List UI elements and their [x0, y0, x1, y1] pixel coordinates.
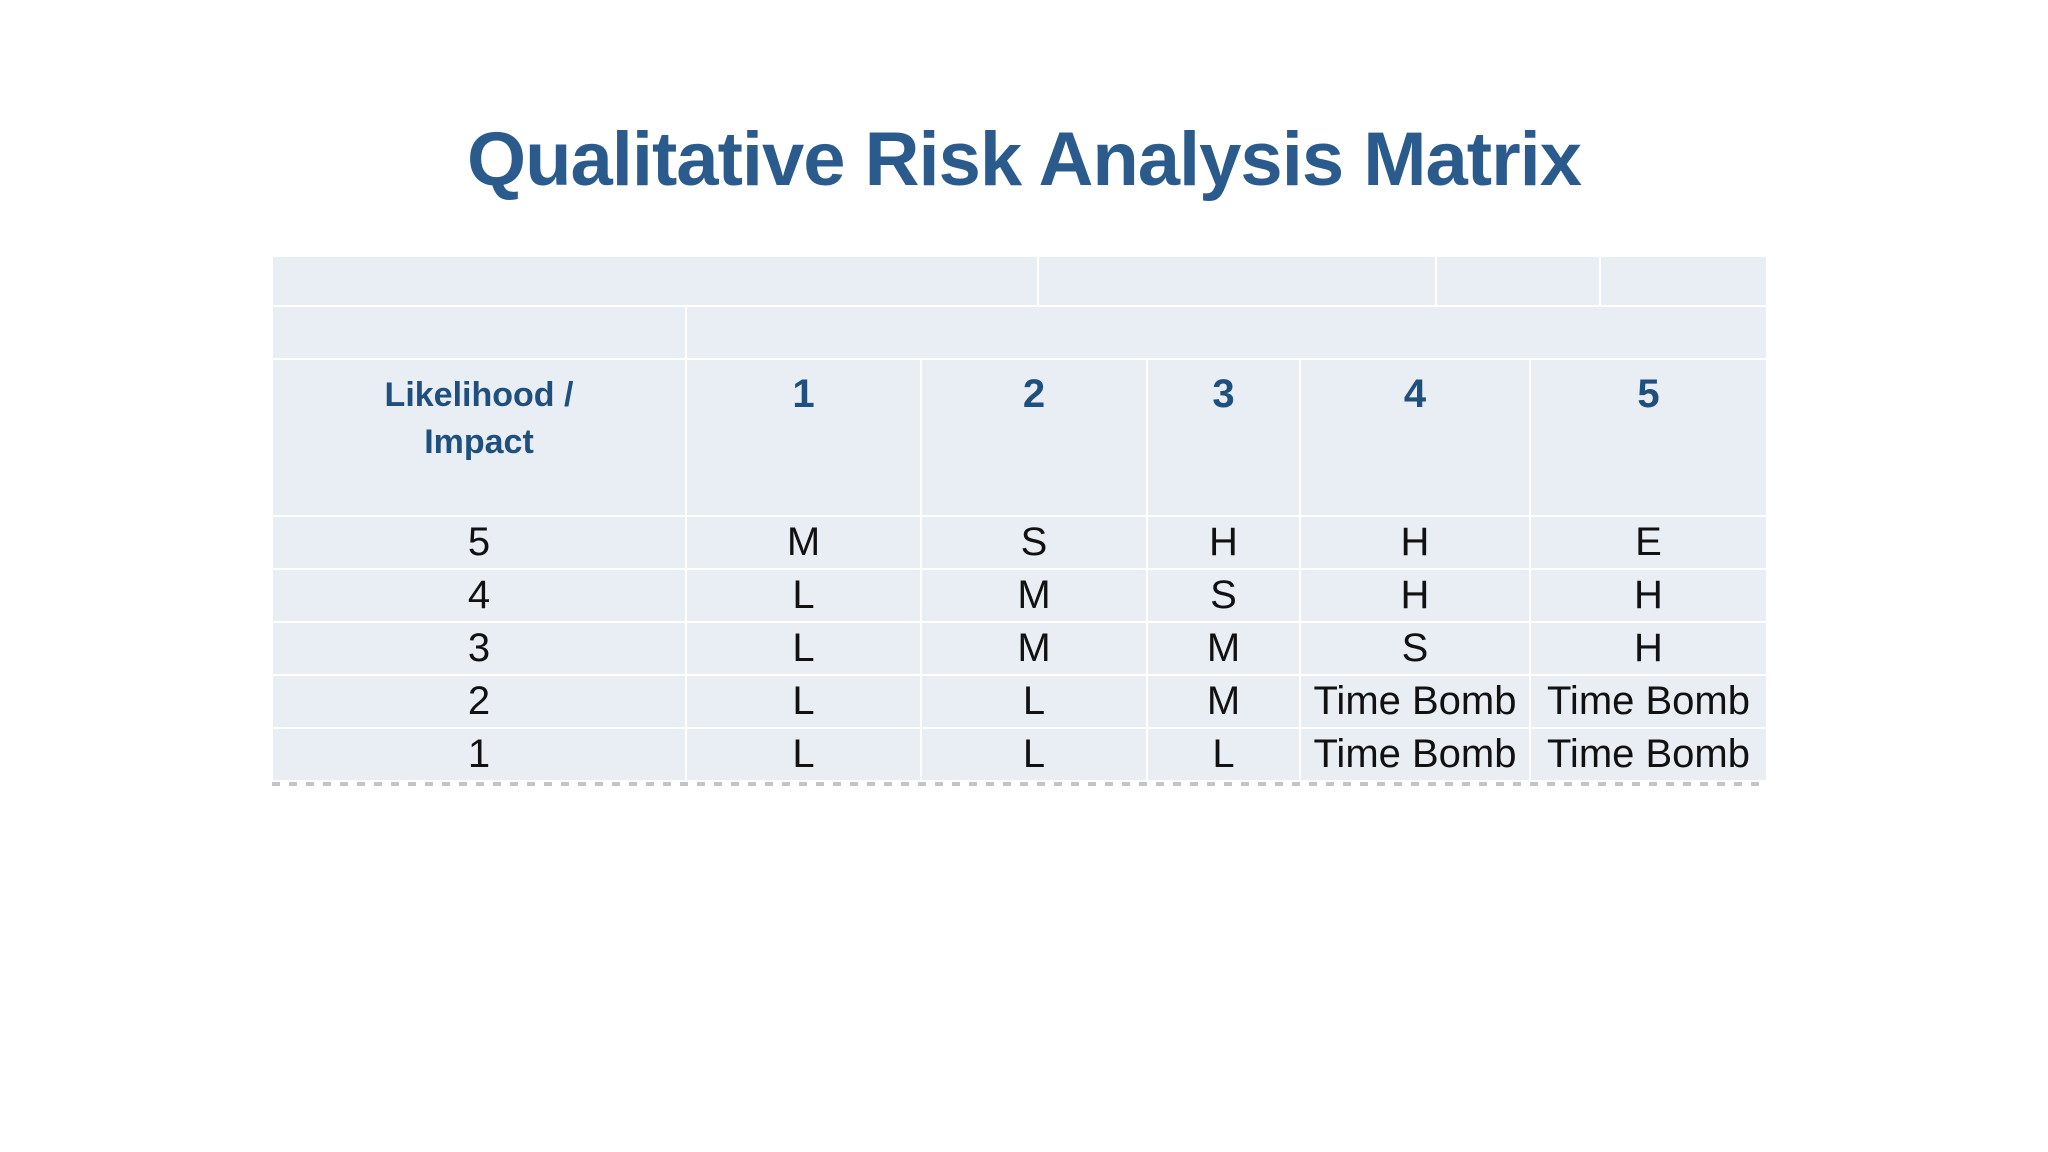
risk-cell: M: [686, 516, 921, 569]
table-bottom-edge: [272, 782, 1767, 786]
risk-cell: Time Bomb: [1300, 675, 1530, 728]
spacer-cell: [1038, 256, 1436, 306]
spacer-cell: [686, 306, 1767, 359]
risk-cell: Time Bomb: [1530, 728, 1767, 781]
risk-cell: H: [1147, 516, 1300, 569]
impact-header-3: 3: [1147, 359, 1300, 516]
risk-cell: Time Bomb: [1300, 728, 1530, 781]
risk-cell: L: [921, 728, 1147, 781]
spacer-cell: [272, 256, 1038, 306]
likelihood-label: 1: [272, 728, 686, 781]
impact-header-1: 1: [686, 359, 921, 516]
spacer-cell: [1436, 256, 1600, 306]
impact-header-5: 5: [1530, 359, 1767, 516]
spacer-cell: [1600, 256, 1767, 306]
spacer-cell: [272, 306, 686, 359]
risk-cell: M: [921, 622, 1147, 675]
risk-cell: S: [1147, 569, 1300, 622]
risk-cell: H: [1530, 569, 1767, 622]
likelihood-label: 3: [272, 622, 686, 675]
risk-cell: S: [1300, 622, 1530, 675]
likelihood-label: 2: [272, 675, 686, 728]
risk-cell: L: [1147, 728, 1300, 781]
risk-cell: H: [1530, 622, 1767, 675]
likelihood-label: 4: [272, 569, 686, 622]
risk-cell: M: [1147, 675, 1300, 728]
risk-cell: L: [686, 675, 921, 728]
impact-header-4: 4: [1300, 359, 1530, 516]
risk-matrix-table: Likelihood / Impact 1 2 3 4 5 5 M S H H …: [272, 256, 1767, 781]
risk-cell: L: [686, 622, 921, 675]
risk-cell: L: [921, 675, 1147, 728]
risk-cell: H: [1300, 516, 1530, 569]
risk-cell: M: [921, 569, 1147, 622]
slide-title: Qualitative Risk Analysis Matrix: [466, 117, 1582, 202]
risk-cell: E: [1530, 516, 1767, 569]
risk-cell: S: [921, 516, 1147, 569]
risk-cell: L: [686, 728, 921, 781]
impact-header-2: 2: [921, 359, 1147, 516]
corner-header-likelihood-impact: Likelihood / Impact: [272, 359, 686, 516]
risk-cell: H: [1300, 569, 1530, 622]
risk-cell: L: [686, 569, 921, 622]
risk-cell: Time Bomb: [1530, 675, 1767, 728]
likelihood-label: 5: [272, 516, 686, 569]
risk-cell: M: [1147, 622, 1300, 675]
